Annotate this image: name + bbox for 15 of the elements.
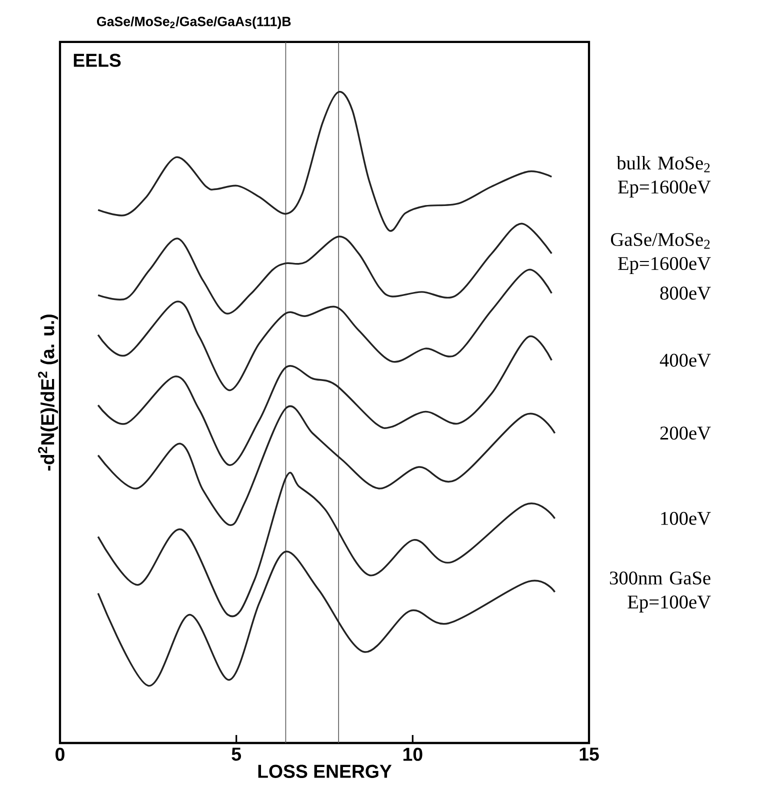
chart-title: GaSe/MoSe$_{2}$/GaSe/GaAs(111)B xyxy=(96,16,291,29)
x-axis-title: LOSS ENERGY xyxy=(258,764,392,778)
text: 400eV xyxy=(660,354,711,367)
x-tick-label: 5 xyxy=(232,748,242,761)
text: GaSe/MoSe$_{2}$ Ep=1600eV xyxy=(610,233,711,274)
y-axis-title: -d$^{2}$N(E)/dE$^{2}$ (a. u.) xyxy=(38,314,58,471)
text: 300nm GaSe Ep=100eV xyxy=(610,572,711,612)
text: 200eV xyxy=(660,426,711,440)
x-tick-label: 0 xyxy=(56,748,64,761)
x-tick-label: 10 xyxy=(403,748,422,761)
text: bulk MoSe$_{2}$ Ep=1600eV xyxy=(616,156,711,198)
text: 800eV xyxy=(660,286,711,300)
text: EELS xyxy=(74,54,121,67)
text: 100eV xyxy=(661,512,711,526)
x-tick-label: 15 xyxy=(580,748,599,761)
